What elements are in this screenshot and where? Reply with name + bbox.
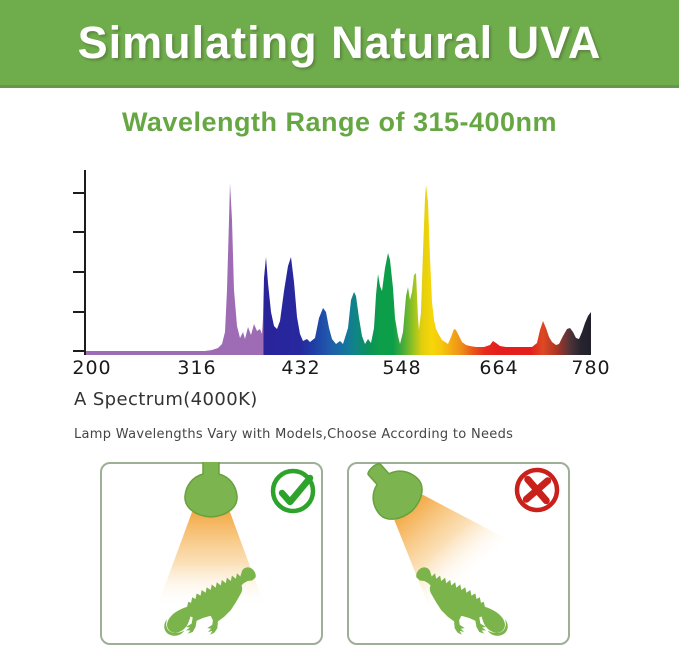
light-beam: [394, 494, 513, 615]
cross-icon: [514, 467, 560, 513]
iguana-silhouette-mirrored: [416, 567, 508, 636]
x-axis-labels: 200 316 432 548 664 780: [60, 357, 679, 383]
header-banner: Simulating Natural UVA: [0, 0, 679, 88]
angled-heat-lamp: [367, 462, 513, 615]
correct-usage-box: [100, 462, 323, 645]
spectrum-chart: 200 316 432 548 664 780: [60, 160, 679, 390]
wrong-usage-box: [347, 462, 570, 645]
chart-note: Lamp Wavelengths Vary with Models,Choose…: [74, 427, 514, 442]
chart-caption: A Spectrum(4000K): [74, 389, 258, 410]
page-title: Simulating Natural UVA: [77, 16, 602, 68]
x-tick-label: 432: [281, 357, 321, 379]
lamp-bulb-icon: [367, 462, 423, 520]
x-tick-label: 200: [72, 357, 112, 379]
lamp-bulb-icon: [184, 462, 238, 518]
spectrum-svg: [73, 170, 591, 355]
check-icon: [270, 468, 316, 514]
x-tick-label: 664: [479, 357, 519, 379]
y-axis-ticks: [73, 192, 86, 352]
x-tick-label: 548: [382, 357, 422, 379]
subtitle: Wavelength Range of 315-400nm: [121, 107, 558, 137]
iguana-silhouette: [164, 567, 256, 636]
x-tick-label: 780: [571, 357, 611, 379]
spectrum-area: [85, 183, 591, 355]
overhead-heat-lamp: [157, 462, 265, 607]
x-tick-label: 316: [177, 357, 217, 379]
